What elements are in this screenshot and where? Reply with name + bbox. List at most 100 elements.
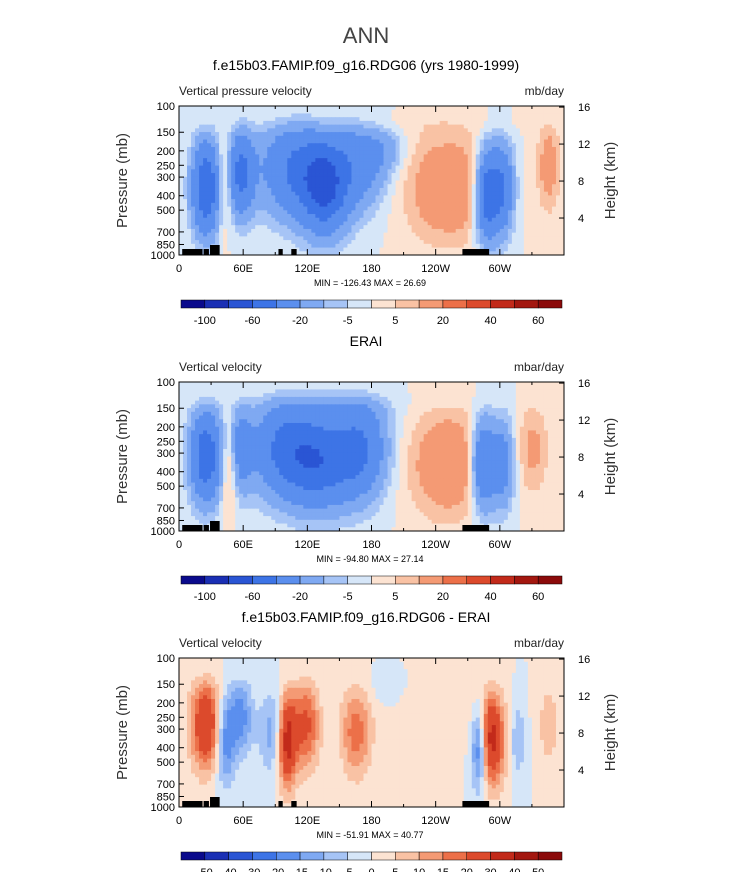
heatmap-cell [520, 140, 524, 144]
heatmap-cell [480, 173, 484, 177]
heatmap-cell [203, 181, 207, 185]
heatmap-cell [444, 386, 448, 390]
heatmap-cell [456, 121, 460, 125]
heatmap-cell [460, 188, 464, 192]
heatmap-cell [424, 173, 428, 177]
heatmap-cell [464, 110, 468, 114]
heatmap-cell [400, 248, 404, 252]
heatmap-cell [544, 169, 548, 173]
heatmap-cell [307, 192, 311, 196]
heatmap-cell [227, 136, 231, 140]
heatmap-cell [404, 393, 408, 397]
heatmap-cell [351, 408, 355, 412]
heatmap-cell [199, 199, 203, 203]
heatmap-cell [396, 177, 400, 181]
heatmap-cell [412, 233, 416, 237]
heatmap-cell [195, 397, 199, 401]
heatmap-cell [279, 147, 283, 151]
heatmap-cell [384, 143, 388, 147]
heatmap-cell [500, 416, 504, 420]
heatmap-cell [343, 233, 347, 237]
heatmap-cell [211, 207, 215, 211]
heatmap-cell [396, 382, 400, 386]
heatmap-cell [311, 240, 315, 244]
heatmap-cell [271, 214, 275, 218]
heatmap-cell [548, 404, 552, 408]
heatmap-cell [464, 416, 468, 420]
heatmap-cell [355, 121, 359, 125]
heatmap-cell [476, 173, 480, 177]
heatmap-cell [476, 229, 480, 233]
heatmap-cell [380, 113, 384, 117]
heatmap-cell [191, 117, 195, 121]
heatmap-cell [472, 143, 476, 147]
heatmap-cell [400, 121, 404, 125]
heatmap-cell [448, 132, 452, 136]
heatmap-cell [291, 188, 295, 192]
heatmap-cell [408, 166, 412, 170]
heatmap-cell [552, 225, 556, 229]
heatmap-cell [239, 210, 243, 214]
heatmap-cell [319, 147, 323, 151]
heatmap-cell [363, 173, 367, 177]
heatmap-cell [508, 382, 512, 386]
heatmap-cell [552, 169, 556, 173]
heatmap-cell [400, 397, 404, 401]
heatmap-cell [452, 221, 456, 225]
heatmap-cell [231, 177, 235, 181]
heatmap-cell [544, 214, 548, 218]
heatmap-cell [532, 188, 536, 192]
heatmap-cell [492, 404, 496, 408]
heatmap-cell [287, 121, 291, 125]
heatmap-cell [380, 184, 384, 188]
heatmap-cell [351, 128, 355, 132]
heatmap-cell [520, 121, 524, 125]
heatmap-cell [440, 229, 444, 233]
heatmap-cell [396, 143, 400, 147]
heatmap-cell [540, 225, 544, 229]
heatmap-cell [408, 207, 412, 211]
heatmap-cell [347, 416, 351, 420]
heatmap-cell [259, 136, 263, 140]
heatmap-cell [179, 218, 183, 222]
heatmap-cell [536, 147, 540, 151]
heatmap-cell [335, 158, 339, 162]
heatmap-cell [516, 140, 520, 144]
heatmap-cell [179, 210, 183, 214]
heatmap-cell [319, 408, 323, 412]
heatmap-cell [311, 419, 315, 423]
heatmap-cell [508, 233, 512, 237]
heatmap-cell [544, 210, 548, 214]
heatmap-cell [295, 151, 299, 155]
heatmap-cell [207, 132, 211, 136]
heatmap-cell [327, 244, 331, 248]
heatmap-cell [239, 225, 243, 229]
heatmap-cell [315, 136, 319, 140]
heatmap-cell [343, 416, 347, 420]
heatmap-cell [460, 117, 464, 121]
heatmap-cell [287, 169, 291, 173]
heatmap-cell [480, 195, 484, 199]
heatmap-cell [331, 121, 335, 125]
heatmap-cell [235, 199, 239, 203]
heatmap-cell [207, 121, 211, 125]
heatmap-cell [392, 147, 396, 151]
heatmap-cell [259, 240, 263, 244]
heatmap-cell [496, 408, 500, 412]
heatmap-cell [464, 419, 468, 423]
heatmap-cell [460, 143, 464, 147]
heatmap-cell [372, 121, 376, 125]
heatmap-cell [287, 240, 291, 244]
heatmap-cell [464, 195, 468, 199]
heatmap-cell [259, 121, 263, 125]
heatmap-cell [227, 397, 231, 401]
heatmap-cell [432, 416, 436, 420]
heatmap-cell [444, 244, 448, 248]
heatmap-cell [283, 221, 287, 225]
heatmap-cell [468, 412, 472, 416]
heatmap-cell [367, 151, 371, 155]
heatmap-cell [259, 386, 263, 390]
heatmap-cell [372, 214, 376, 218]
heatmap-cell [476, 147, 480, 151]
heatmap-cell [359, 117, 363, 121]
